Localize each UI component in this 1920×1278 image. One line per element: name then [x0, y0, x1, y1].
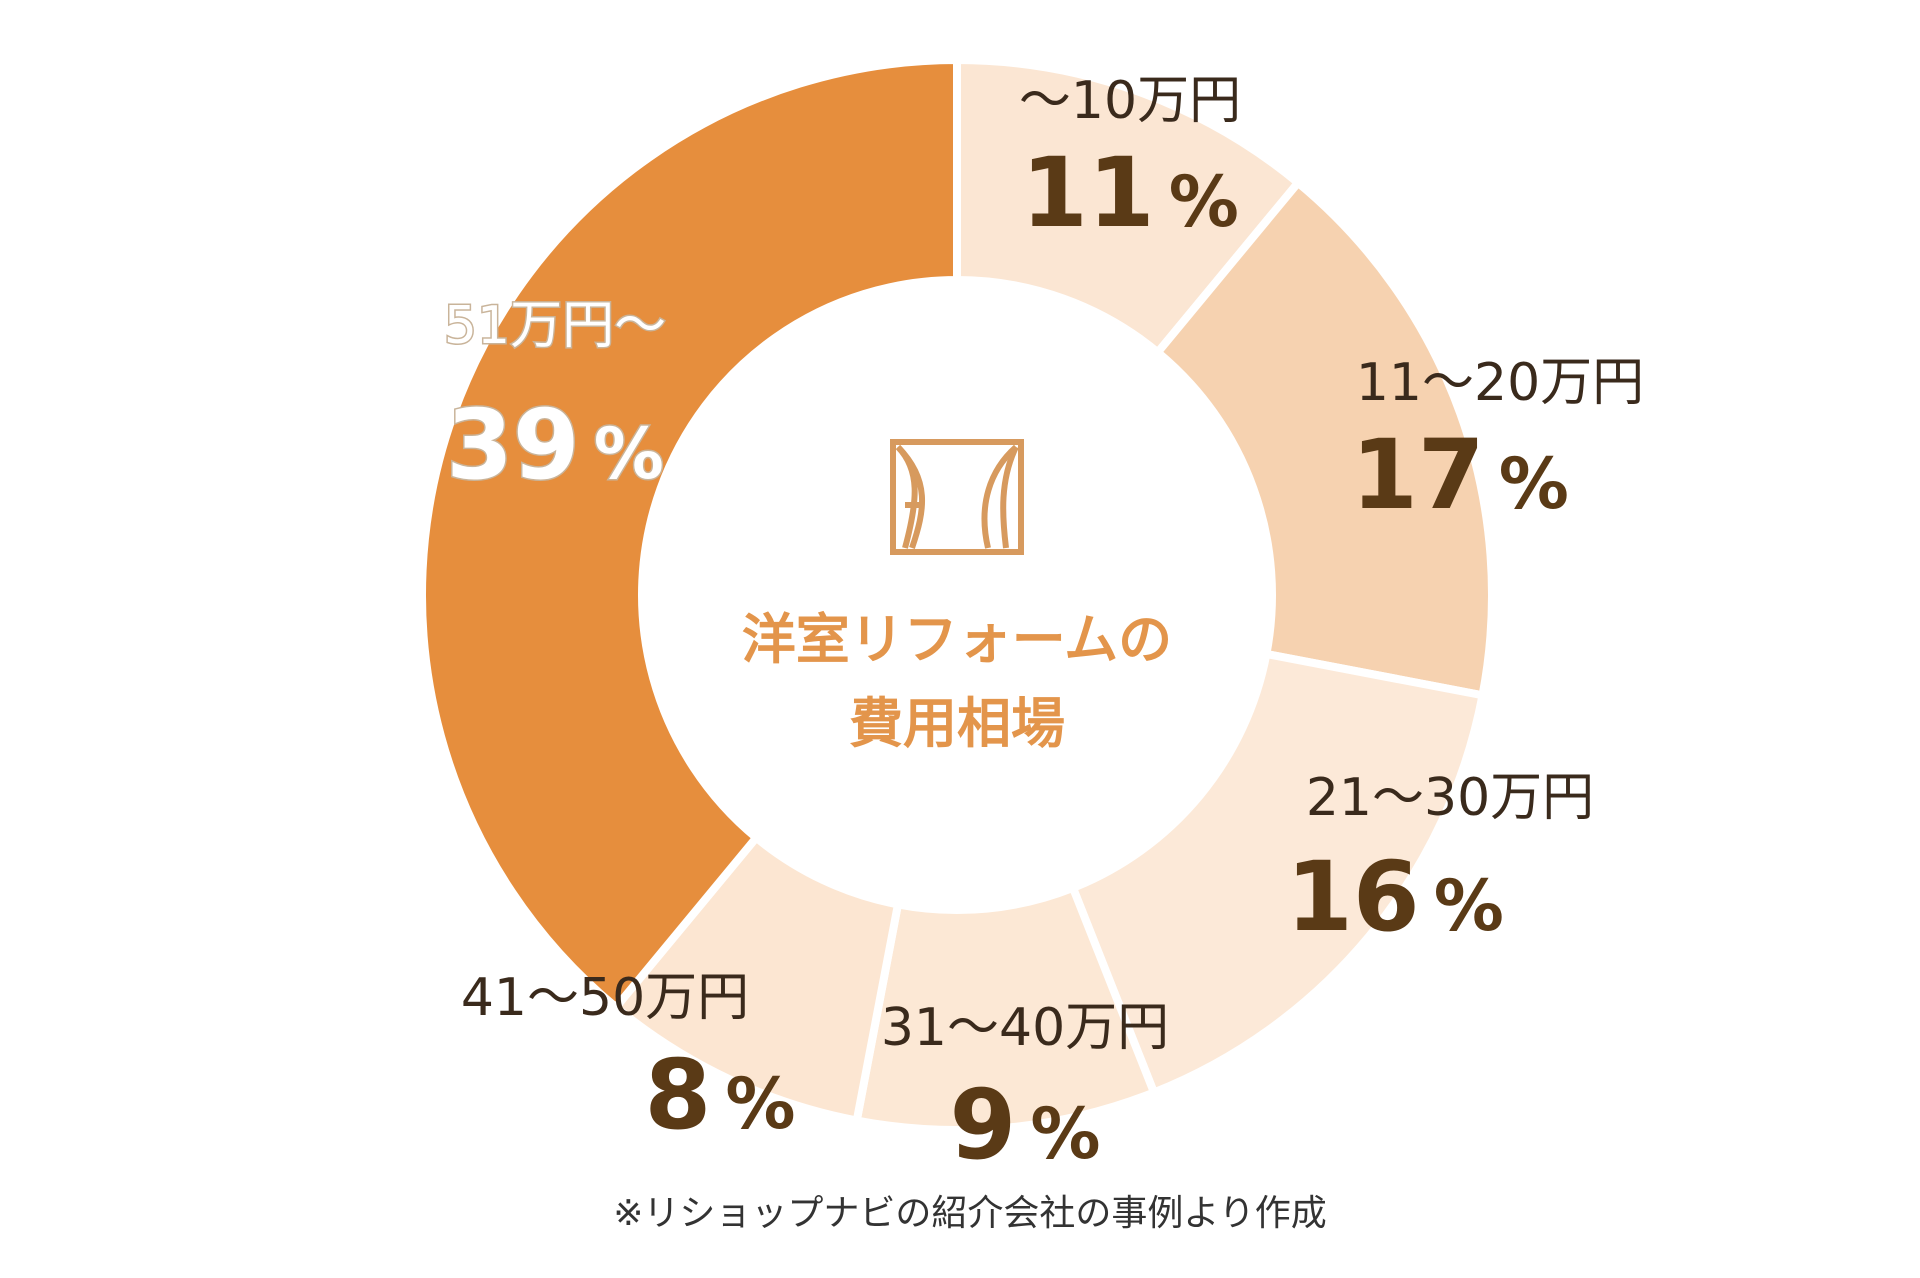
chart-slices	[418, 55, 1496, 1134]
slice-category-label: 21〜30万円	[1306, 768, 1594, 828]
slice-category-label: 11〜20万円	[1356, 353, 1644, 413]
footnote: ※リショップナビの紹介会社の事例より作成	[613, 1193, 1326, 1234]
chart-title-line-2: 費用相場	[849, 692, 1065, 755]
slice-percent-label: 9%	[950, 1069, 1101, 1181]
slice-percent-label: 17%	[1351, 419, 1569, 531]
slice-2	[1152, 177, 1496, 700]
slice-percent-label: 39%	[446, 389, 664, 501]
slice-3	[1067, 649, 1488, 1098]
slice-percent-label: 8%	[645, 1039, 796, 1151]
slice-percent-label: 16%	[1286, 841, 1504, 953]
curtain-icon	[890, 439, 1024, 555]
slice-1	[953, 55, 1304, 358]
slice-category-label: 51万円〜	[444, 296, 666, 356]
slice-6	[418, 55, 961, 1013]
slice-percent-label: 11%	[1021, 137, 1239, 249]
slice-category-label: 〜10万円	[1019, 71, 1241, 131]
slice-category-label: 31〜40万円	[881, 998, 1169, 1058]
chart-title-line-1: 洋室リフォームの	[742, 608, 1172, 671]
slice-category-label: 41〜50万円	[461, 968, 749, 1028]
